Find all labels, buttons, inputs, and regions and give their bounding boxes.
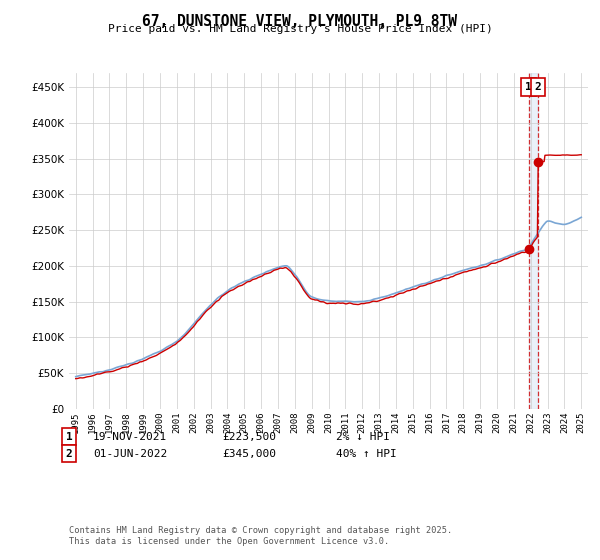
Text: 01-JUN-2022: 01-JUN-2022 — [93, 449, 167, 459]
Bar — [529, 73, 538, 409]
Text: Contains HM Land Registry data © Crown copyright and database right 2025.: Contains HM Land Registry data © Crown c… — [69, 526, 452, 535]
Text: 2: 2 — [65, 449, 73, 459]
Text: 1: 1 — [526, 82, 532, 92]
Text: Price paid vs. HM Land Registry's House Price Index (HPI): Price paid vs. HM Land Registry's House … — [107, 24, 493, 34]
Text: 19-NOV-2021: 19-NOV-2021 — [93, 432, 167, 442]
Text: 40% ↑ HPI: 40% ↑ HPI — [336, 449, 397, 459]
Text: £223,500: £223,500 — [222, 432, 276, 442]
Text: 67, DUNSTONE VIEW, PLYMOUTH, PL9 8TW: 67, DUNSTONE VIEW, PLYMOUTH, PL9 8TW — [143, 14, 458, 29]
Text: 2% ↓ HPI: 2% ↓ HPI — [336, 432, 390, 442]
Text: £345,000: £345,000 — [222, 449, 276, 459]
Text: This data is licensed under the Open Government Licence v3.0.: This data is licensed under the Open Gov… — [69, 537, 389, 546]
Text: 2: 2 — [535, 82, 541, 92]
Text: 1: 1 — [65, 432, 73, 442]
